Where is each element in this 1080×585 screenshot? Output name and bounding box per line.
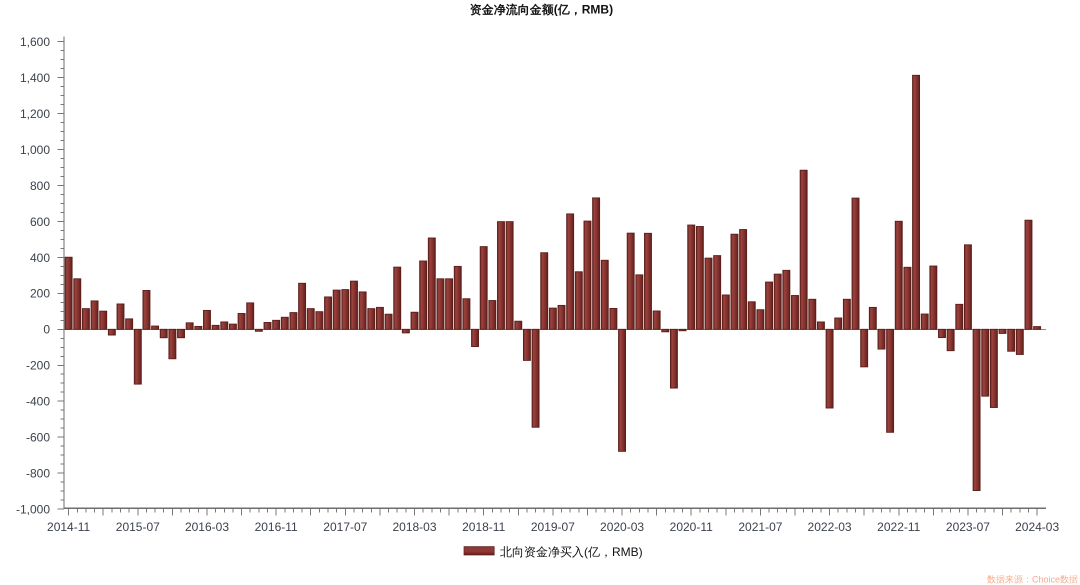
svg-text:0: 0	[43, 323, 50, 337]
svg-text:1,000: 1,000	[20, 143, 50, 157]
svg-text:2018-11: 2018-11	[462, 520, 505, 534]
svg-text:2022-03: 2022-03	[808, 520, 852, 534]
svg-text:2015-07: 2015-07	[116, 520, 160, 534]
svg-text:2017-07: 2017-07	[323, 520, 367, 534]
svg-text:-1,000: -1,000	[16, 502, 50, 516]
svg-text:400: 400	[30, 251, 50, 265]
svg-text:2021-07: 2021-07	[738, 520, 782, 534]
svg-text:2022-11: 2022-11	[877, 520, 920, 534]
svg-text:600: 600	[30, 215, 50, 229]
svg-text:2018-03: 2018-03	[392, 520, 436, 534]
svg-text:1,600: 1,600	[20, 35, 50, 49]
svg-text:RMB): RMB)	[612, 545, 643, 559]
svg-text:-400: -400	[26, 395, 50, 409]
svg-text:-800: -800	[26, 466, 50, 480]
svg-text:2020-11: 2020-11	[670, 520, 713, 534]
svg-text:1,400: 1,400	[20, 71, 50, 85]
svg-text:1,200: 1,200	[20, 107, 50, 121]
svg-text:RMB): RMB)	[582, 3, 613, 17]
svg-text:2016-11: 2016-11	[255, 520, 298, 534]
svg-text:2020-03: 2020-03	[600, 520, 644, 534]
svg-text:(: (	[584, 545, 588, 559]
svg-text:2016-03: 2016-03	[185, 520, 229, 534]
svg-text:200: 200	[30, 287, 50, 301]
svg-text:-200: -200	[26, 359, 50, 373]
svg-text:2019-07: 2019-07	[531, 520, 575, 534]
svg-text:(: (	[554, 3, 558, 17]
svg-text:800: 800	[30, 179, 50, 193]
svg-text:-600: -600	[26, 431, 50, 445]
svg-text:2014-11: 2014-11	[47, 520, 90, 534]
svg-text:Choice: Choice	[1032, 574, 1060, 584]
svg-text:2024-03: 2024-03	[1015, 520, 1059, 534]
svg-text:2023-07: 2023-07	[946, 520, 990, 534]
